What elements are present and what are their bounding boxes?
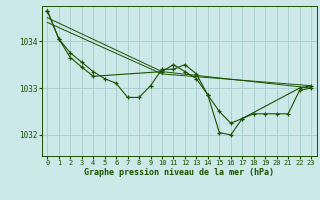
X-axis label: Graphe pression niveau de la mer (hPa): Graphe pression niveau de la mer (hPa) bbox=[84, 168, 274, 177]
